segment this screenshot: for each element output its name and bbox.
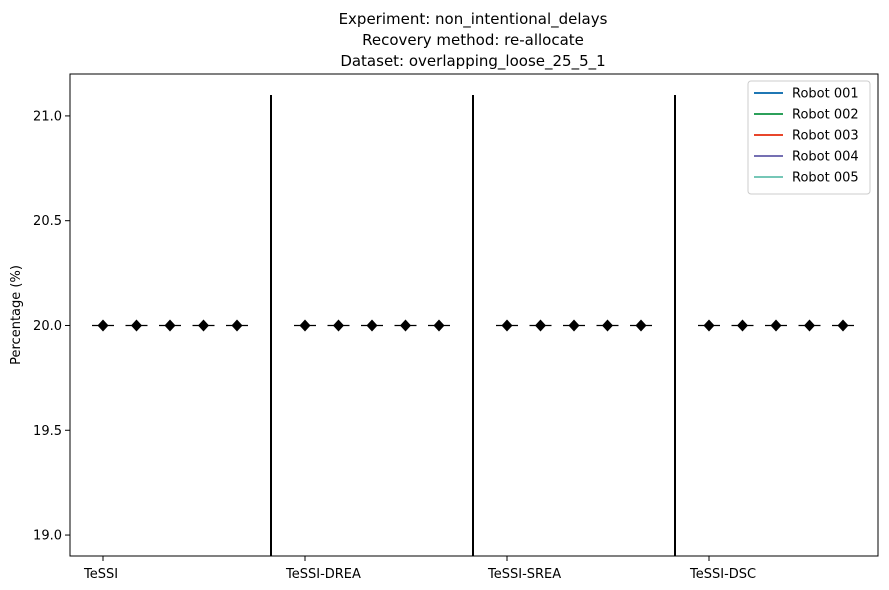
legend-box <box>747 80 871 195</box>
y-tick-label: 21.0 <box>33 109 62 124</box>
x-tick-label: TeSSI-SREA <box>487 567 561 582</box>
box-robot-002-tessi-drea <box>327 319 350 332</box>
box-robot-004-tessi <box>192 319 215 332</box>
title-line-2: Recovery method: re-allocate <box>362 31 584 49</box>
box-marker <box>804 319 815 332</box>
y-tick-label: 20.0 <box>33 319 62 334</box>
group-separators <box>270 94 676 556</box>
x-tick-label: TeSSI-DSC <box>689 567 756 582</box>
x-axis: TeSSI TeSSI-DREA TeSSI-SREA TeSSI-DSC <box>83 556 756 582</box>
box-robot-001-tessi-dsc <box>698 319 720 332</box>
box-marker <box>231 319 243 332</box>
title-line-1: Experiment: non_intentional_delays <box>339 10 608 29</box>
box-marker <box>501 319 513 332</box>
box-robot-003-tessi-srea <box>563 319 585 332</box>
box-robot-005-tessi-drea <box>428 319 450 332</box>
box-robot-002-tessi-srea <box>529 319 552 332</box>
box-robot-001-tessi-drea <box>294 319 316 332</box>
y-axis-label: Percentage (%) <box>9 265 24 365</box>
box-marker <box>333 319 344 332</box>
y-tick-label: 19.0 <box>33 529 62 544</box>
box-robot-003-tessi <box>159 319 181 332</box>
box-robot-004-tessi-srea <box>596 319 619 332</box>
box-robot-004-tessi-dsc <box>798 319 821 332</box>
box-robot-005-tessi <box>226 319 248 332</box>
box-robot-002-tessi-dsc <box>731 319 754 332</box>
x-tick-label: TeSSI <box>83 567 118 582</box>
legend-label: Robot 004 <box>792 150 859 165</box>
box-marker <box>535 319 546 332</box>
box-marker <box>164 319 176 332</box>
box-marker <box>198 319 209 332</box>
box-marker <box>568 319 580 332</box>
box-robot-002-tessi <box>125 319 148 332</box>
box-marker <box>131 319 142 332</box>
box-robot-003-tessi-dsc <box>765 319 787 332</box>
box-markers <box>92 319 854 332</box>
legend-label: Robot 002 <box>792 108 859 123</box>
box-marker <box>400 319 411 332</box>
box-marker <box>299 319 311 332</box>
legend-label: Robot 003 <box>792 129 859 144</box>
box-marker <box>366 319 378 332</box>
title-line-3: Dataset: overlapping_loose_25_5_1 <box>340 52 605 71</box>
box-marker <box>737 319 748 332</box>
box-robot-003-tessi-drea <box>361 319 383 332</box>
box-marker <box>602 319 613 332</box>
box-marker <box>97 319 109 332</box>
box-robot-005-tessi-dsc <box>832 319 854 332</box>
box-robot-001-tessi-srea <box>496 319 518 332</box>
y-axis: 19.0 19.5 20.0 20.5 21.0 <box>33 109 70 544</box>
chart-title: Experiment: non_intentional_delays Recov… <box>339 10 608 71</box>
legend-label: Robot 001 <box>792 87 859 102</box>
box-marker <box>433 319 445 332</box>
box-robot-004-tessi-drea <box>394 319 417 332</box>
y-tick-label: 20.5 <box>33 214 62 229</box>
box-marker <box>770 319 782 332</box>
legend-label: Robot 005 <box>792 171 859 186</box>
box-robot-001-tessi <box>92 319 114 332</box>
x-tick-label: TeSSI-DREA <box>285 567 361 582</box>
y-tick-label: 19.5 <box>33 424 62 439</box>
legend: Robot 001 Robot 002 Robot 003 Robot 004 Robo… <box>747 80 871 195</box>
box-robot-005-tessi-srea <box>630 319 652 332</box>
box-marker <box>837 319 849 332</box>
box-marker <box>635 319 647 332</box>
box-marker <box>703 319 715 332</box>
